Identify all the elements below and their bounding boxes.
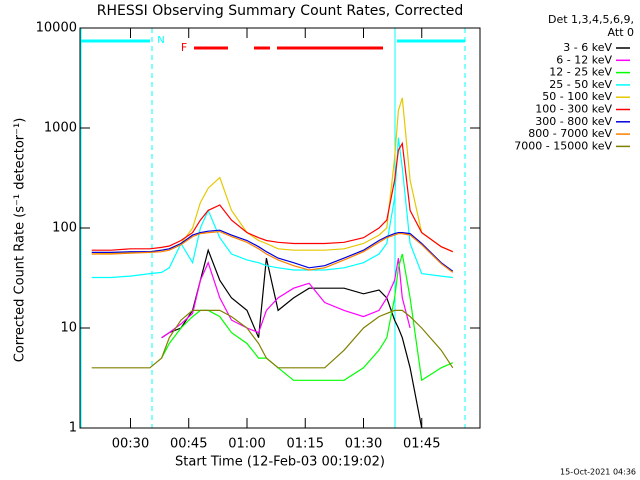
legend-label: 300 - 800 keV (535, 115, 612, 128)
x-axis-label: Start Time (12-Feb-03 00:19:02) (175, 455, 385, 470)
legend-title: Att 0 (608, 26, 634, 39)
plot-area (91, 97, 454, 429)
x-tick-label: 01:00 (228, 437, 265, 452)
annotation: N (157, 35, 164, 46)
x-tick-label: 00:45 (170, 437, 207, 452)
legend-label: 50 - 100 keV (542, 90, 612, 103)
series-line (91, 141, 454, 253)
legend-label: 25 - 50 keV (549, 78, 612, 91)
series-line (161, 257, 411, 339)
y-tick-label: 100 (52, 221, 77, 236)
legend-label: 7000 - 15000 keV (514, 139, 612, 152)
legend-title: Det 1,3,4,5,6,9, (548, 13, 634, 26)
legend-label: 12 - 25 keV (549, 66, 612, 79)
series-line (91, 230, 454, 273)
annotation: F (181, 41, 187, 54)
legend-label: 100 - 300 keV (535, 103, 612, 116)
y-axis-label: Corrected Count Rate (s⁻¹ detector⁻¹) (13, 118, 28, 363)
legend-label: 6 - 12 keV (556, 53, 612, 66)
x-tick-label: 01:15 (287, 437, 324, 452)
legend-label: 800 - 7000 keV (528, 127, 612, 140)
footer: 15-Oct-2021 04:36 (560, 468, 636, 477)
y-tick-label: 10000 (36, 21, 77, 36)
chart-title: RHESSI Observing Summary Count Rates, Co… (97, 3, 463, 19)
x-tick-label: 00:30 (112, 437, 149, 452)
y-tick-label: 1000 (44, 121, 77, 136)
x-tick-label: 01:45 (403, 437, 440, 452)
series-line (91, 137, 453, 279)
y-tick-label: 1 (69, 421, 77, 436)
series-line (91, 229, 454, 272)
x-tick-label: 01:30 (345, 437, 382, 452)
legend-label: 3 - 6 keV (563, 41, 612, 54)
series-line (91, 309, 454, 369)
y-tick-label: 10 (60, 321, 77, 336)
